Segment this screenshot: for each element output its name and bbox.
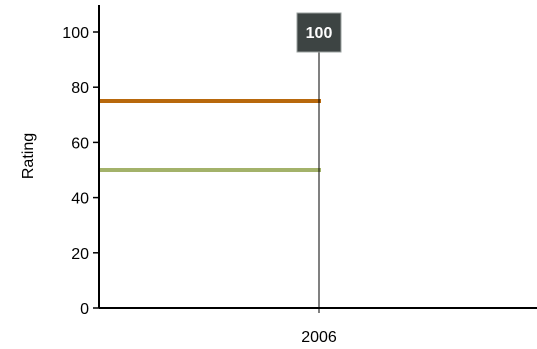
marker-label: 100: [306, 25, 333, 42]
y-tick-label: 40: [71, 191, 89, 208]
y-tick-label: 0: [80, 301, 89, 318]
y-axis-title: Rating: [20, 133, 37, 179]
y-ticks: 0 20 40 60 80 100: [62, 25, 99, 318]
marker-box: [296, 12, 342, 53]
y-tick-label: 80: [71, 80, 89, 97]
x-tick-label: 2006: [301, 329, 337, 346]
series-layer: [100, 99, 321, 172]
x-ticks: 2006: [301, 308, 337, 346]
y-tick-label: 100: [62, 25, 89, 42]
marker-badge: 100: [296, 12, 342, 53]
y-tick-label: 60: [71, 135, 89, 152]
y-tick-label: 20: [71, 246, 89, 263]
